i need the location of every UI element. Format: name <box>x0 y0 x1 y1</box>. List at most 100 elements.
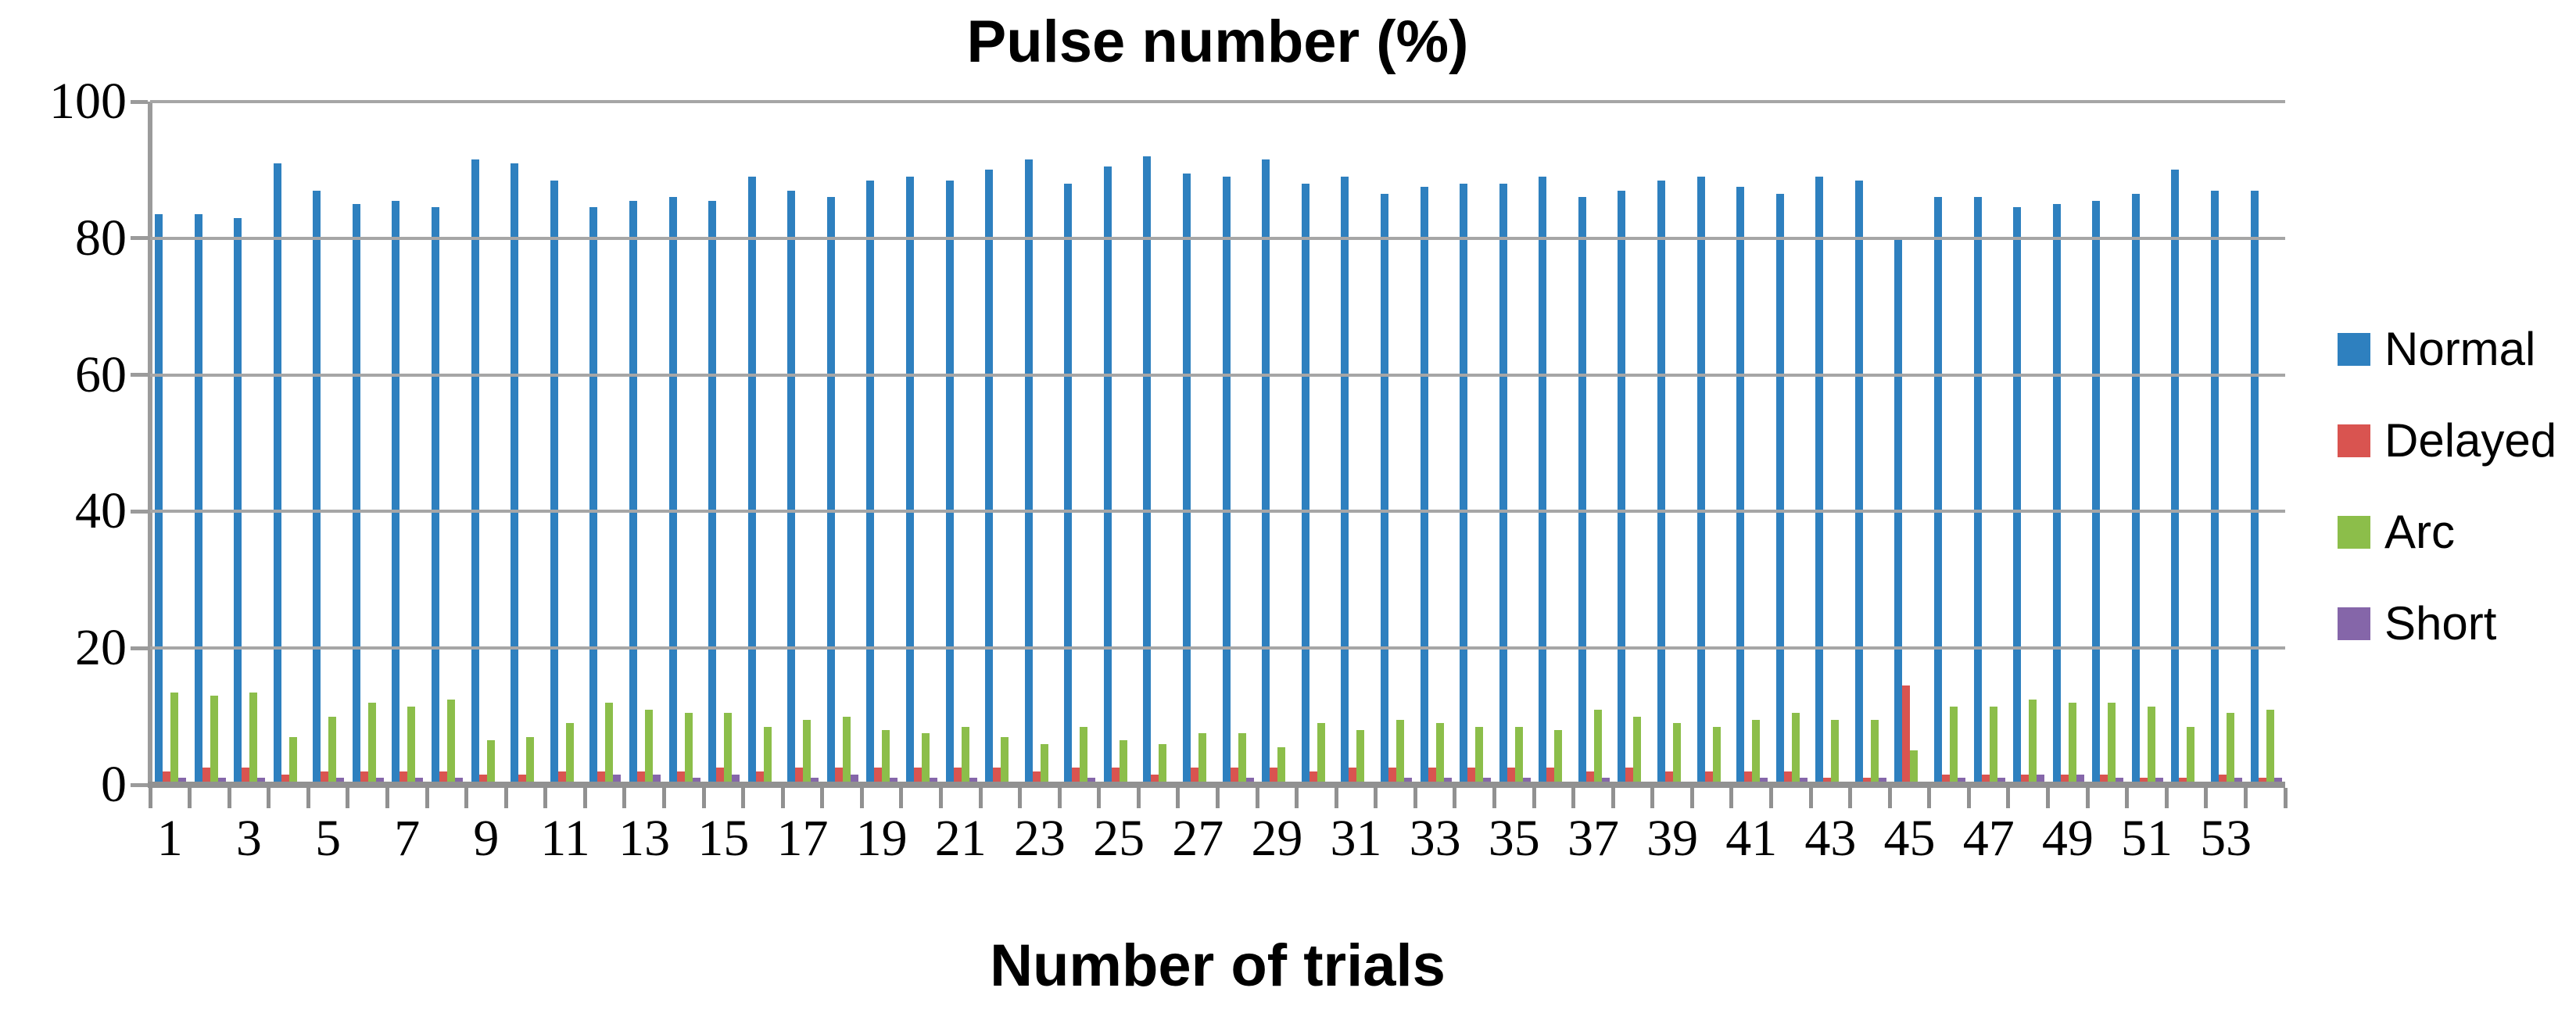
legend-item-normal: Normal <box>2338 303 2556 395</box>
x-axis-tick <box>1334 788 1338 808</box>
x-axis-tick <box>543 788 548 808</box>
bar-delayed-trial-7 <box>399 771 408 785</box>
bar-arc-trial-8 <box>447 699 456 785</box>
bar-normal-trial-13 <box>629 200 637 785</box>
bar-group-trial-10 <box>506 102 546 785</box>
bar-arc-trial-36 <box>1554 730 1563 785</box>
bar-delayed-trial-40 <box>1704 771 1713 785</box>
bar-arc-trial-42 <box>1791 713 1800 785</box>
x-axis-tick <box>1887 788 1892 808</box>
bar-short-trial-7 <box>415 778 424 785</box>
bar-group-trial-43 <box>1811 102 1850 785</box>
bar-normal-trial-30 <box>1301 183 1309 785</box>
bar-short-trial-8 <box>455 778 464 785</box>
bar-delayed-trial-41 <box>1744 771 1753 785</box>
x-axis-tick <box>2046 788 2051 808</box>
x-axis-label-51: 51 <box>2120 810 2173 867</box>
bar-arc-trial-39 <box>1672 723 1681 785</box>
bar-group-trial-9 <box>467 102 507 785</box>
bar-normal-trial-52 <box>2171 170 2180 785</box>
bar-short-trial-19 <box>890 778 898 785</box>
bar-short-trial-1 <box>178 778 186 785</box>
x-axis-tick <box>661 788 666 808</box>
y-axis-tick <box>131 646 148 650</box>
bar-group-trial-50 <box>2087 102 2127 785</box>
bar-group-trial-44 <box>1850 102 1890 785</box>
bar-arc-trial-11 <box>565 723 574 785</box>
x-axis-tick <box>503 788 508 808</box>
bar-delayed-trial-46 <box>1942 774 1951 785</box>
bar-arc-trial-7 <box>407 706 416 785</box>
bar-arc-trial-32 <box>1395 719 1404 785</box>
bar-normal-trial-25 <box>1103 166 1112 785</box>
x-axis-tick <box>1018 788 1023 808</box>
bar-arc-trial-35 <box>1514 726 1523 785</box>
bar-arc-trial-22 <box>1001 736 1009 785</box>
x-axis-line <box>148 782 2285 788</box>
bar-short-trial-51 <box>2155 778 2163 785</box>
x-axis-tick <box>385 788 389 808</box>
x-axis-tick <box>464 788 469 808</box>
bar-normal-trial-38 <box>1618 190 1626 785</box>
x-axis-label-47: 47 <box>1962 810 2015 867</box>
x-axis-tick <box>1650 788 1655 808</box>
bar-arc-trial-1 <box>170 693 178 785</box>
bar-delayed-trial-17 <box>795 768 804 785</box>
bar-arc-trial-37 <box>1593 709 1602 785</box>
x-axis-tick <box>859 788 864 808</box>
x-axis-label-23: 23 <box>1013 810 1066 867</box>
bar-short-trial-42 <box>1799 778 1807 785</box>
bar-arc-trial-9 <box>486 740 495 785</box>
bar-short-trial-46 <box>1958 778 1966 785</box>
bar-delayed-trial-49 <box>2060 774 2069 785</box>
x-axis-label-49: 49 <box>2041 810 2094 867</box>
bar-delayed-trial-52 <box>2179 778 2187 785</box>
bar-group-trial-14 <box>665 102 704 785</box>
x-axis-tick <box>1610 788 1615 808</box>
x-axis-label-21: 21 <box>934 810 987 867</box>
bar-delayed-trial-23 <box>1032 771 1041 785</box>
bar-normal-trial-7 <box>392 200 400 785</box>
bar-group-trial-1 <box>150 102 190 785</box>
legend-item-arc: Arc <box>2338 486 2556 578</box>
bar-group-trial-46 <box>1929 102 1969 785</box>
bar-group-trial-42 <box>1772 102 1811 785</box>
x-axis-label-45: 45 <box>1883 810 1936 867</box>
x-axis-tick <box>1097 788 1102 808</box>
bar-arc-trial-2 <box>210 696 218 785</box>
y-axis-tick <box>131 509 148 514</box>
bar-group-trial-12 <box>585 102 625 785</box>
bar-normal-trial-31 <box>1341 177 1349 785</box>
bar-arc-trial-44 <box>1870 719 1879 785</box>
x-axis-tick <box>306 788 310 808</box>
x-axis-label-3: 3 <box>235 810 262 867</box>
x-axis-tick <box>1689 788 1694 808</box>
x-axis-tick <box>1295 788 1299 808</box>
x-axis-tick <box>820 788 825 808</box>
x-axis-tick <box>1255 788 1259 808</box>
bar-arc-trial-31 <box>1356 730 1365 785</box>
bar-arc-trial-33 <box>1435 723 1444 785</box>
bar-group-trial-22 <box>980 102 1020 785</box>
x-axis-label-5: 5 <box>315 810 342 867</box>
x-axis-label-53: 53 <box>2200 810 2252 867</box>
bar-arc-trial-25 <box>1119 740 1127 785</box>
bar-delayed-trial-1 <box>163 771 170 785</box>
bar-group-trial-51 <box>2127 102 2167 785</box>
x-axis-tick <box>1413 788 1417 808</box>
bar-delayed-trial-18 <box>834 768 843 785</box>
bar-short-trial-24 <box>1087 778 1096 785</box>
bar-normal-trial-22 <box>985 170 994 785</box>
bar-normal-trial-19 <box>866 180 875 785</box>
gridline-20 <box>150 646 2285 650</box>
bar-normal-trial-6 <box>352 204 360 785</box>
bar-group-trial-17 <box>783 102 822 785</box>
x-axis-tick <box>148 788 152 808</box>
x-axis-tick <box>346 788 350 808</box>
bar-group-trial-24 <box>1059 102 1099 785</box>
bar-group-trial-28 <box>1218 102 1258 785</box>
bar-normal-trial-15 <box>708 200 717 785</box>
bar-group-trial-31 <box>1336 102 1376 785</box>
bar-delayed-trial-51 <box>2139 778 2148 785</box>
